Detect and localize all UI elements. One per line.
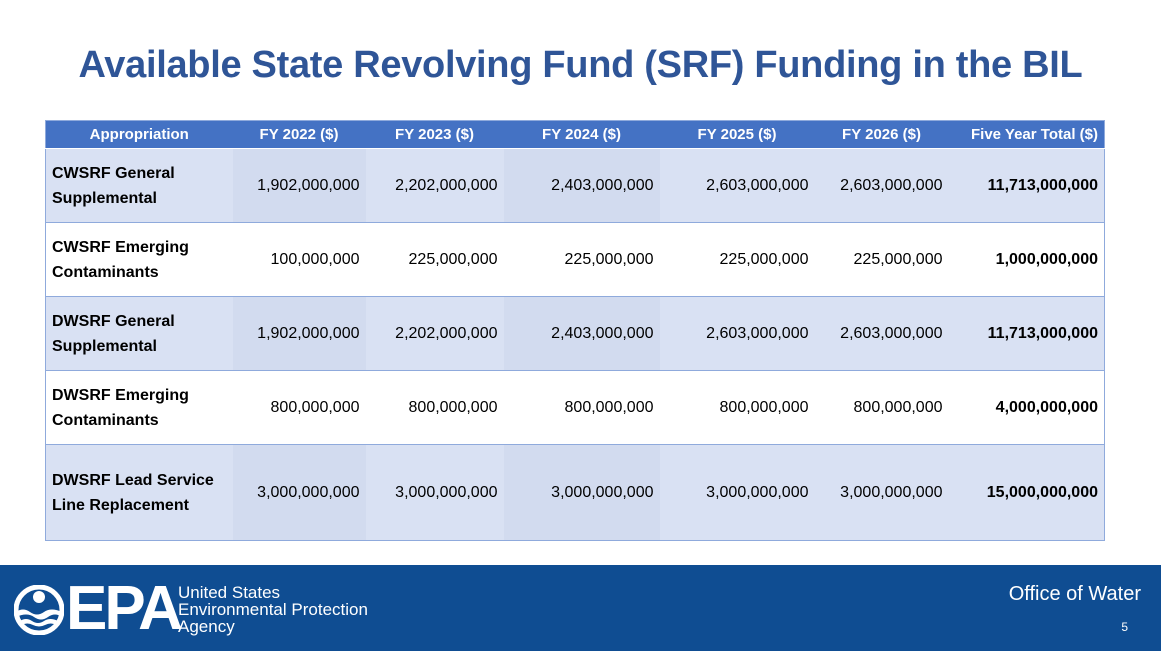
row-label-line: Supplemental <box>52 337 157 355</box>
row-label-line: Contaminants <box>52 263 159 281</box>
cell-fy2025: 225,000,000 <box>659 222 815 297</box>
row-label-line: Line Replacement <box>52 496 189 514</box>
header-fy2024: FY 2024 ($) <box>503 120 660 149</box>
row-label: CWSRF General Supplemental <box>45 148 233 223</box>
row-label-line: DWSRF General <box>52 312 175 330</box>
cell-fy2026: 225,000,000 <box>814 222 949 297</box>
cell-total: 1,000,000,000 <box>948 222 1105 297</box>
cell-fy2022: 800,000,000 <box>232 370 366 445</box>
agency-line: United States <box>178 583 281 602</box>
row-label-line: Supplemental <box>52 189 157 207</box>
cell-fy2023: 225,000,000 <box>365 222 504 297</box>
cell-fy2024: 3,000,000,000 <box>503 444 660 541</box>
row-label: CWSRF Emerging Contaminants <box>45 222 233 297</box>
cell-total: 15,000,000,000 <box>948 444 1105 541</box>
epa-seal-icon <box>14 585 64 635</box>
cell-fy2024: 2,403,000,000 <box>503 148 660 223</box>
cell-fy2026: 800,000,000 <box>814 370 949 445</box>
header-fy2022: FY 2022 ($) <box>232 120 366 149</box>
row-label-line: Contaminants <box>52 411 159 429</box>
agency-name: United States Environmental Protection A… <box>178 584 368 635</box>
row-label: DWSRF Emerging Contaminants <box>45 370 233 445</box>
page-title: Available State Revolving Fund (SRF) Fun… <box>78 44 1083 86</box>
table-row: CWSRF General Supplemental 1,902,000,000 … <box>45 148 1105 223</box>
cell-total: 4,000,000,000 <box>948 370 1105 445</box>
table-row: DWSRF Emerging Contaminants 800,000,000 8… <box>45 370 1105 445</box>
cell-fy2023: 3,000,000,000 <box>365 444 504 541</box>
table-header-row: Appropriation FY 2022 ($) FY 2023 ($) FY… <box>45 120 1105 149</box>
cell-fy2024: 800,000,000 <box>503 370 660 445</box>
agency-line: Environmental Protection <box>178 600 368 619</box>
cell-fy2026: 3,000,000,000 <box>814 444 949 541</box>
header-five-year-total: Five Year Total ($) <box>948 120 1105 149</box>
epa-logo-text: EPA <box>66 574 183 643</box>
cell-fy2026: 2,603,000,000 <box>814 148 949 223</box>
cell-fy2025: 3,000,000,000 <box>659 444 815 541</box>
cell-fy2023: 2,202,000,000 <box>365 296 504 371</box>
cell-fy2023: 800,000,000 <box>365 370 504 445</box>
row-label-line: CWSRF General <box>52 164 175 182</box>
cell-fy2022: 3,000,000,000 <box>232 444 366 541</box>
cell-fy2024: 225,000,000 <box>503 222 660 297</box>
header-appropriation: Appropriation <box>45 120 233 149</box>
cell-total: 11,713,000,000 <box>948 148 1105 223</box>
header-fy2023: FY 2023 ($) <box>365 120 504 149</box>
cell-fy2022: 100,000,000 <box>232 222 366 297</box>
header-fy2026: FY 2026 ($) <box>814 120 949 149</box>
footer-bar: EPA United States Environmental Protecti… <box>0 565 1161 651</box>
row-label: DWSRF Lead Service Line Replacement <box>45 444 233 541</box>
cell-fy2025: 2,603,000,000 <box>659 296 815 371</box>
cell-fy2024: 2,403,000,000 <box>503 296 660 371</box>
page-number: 5 <box>1121 620 1128 634</box>
row-label-line: DWSRF Emerging <box>52 386 189 404</box>
table-row: DWSRF General Supplemental 1,902,000,000 … <box>45 296 1105 371</box>
cell-fy2023: 2,202,000,000 <box>365 148 504 223</box>
cell-fy2022: 1,902,000,000 <box>232 296 366 371</box>
row-label: DWSRF General Supplemental <box>45 296 233 371</box>
header-fy2025: FY 2025 ($) <box>659 120 815 149</box>
cell-fy2025: 2,603,000,000 <box>659 148 815 223</box>
cell-total: 11,713,000,000 <box>948 296 1105 371</box>
funding-table: Appropriation FY 2022 ($) FY 2023 ($) FY… <box>45 120 1105 541</box>
cell-fy2026: 2,603,000,000 <box>814 296 949 371</box>
row-label-line: CWSRF Emerging <box>52 238 189 256</box>
cell-fy2022: 1,902,000,000 <box>232 148 366 223</box>
row-label-line: DWSRF Lead Service <box>52 471 214 489</box>
table-row: DWSRF Lead Service Line Replacement 3,000… <box>45 444 1105 541</box>
office-name: Office of Water <box>1008 583 1141 605</box>
cell-fy2025: 800,000,000 <box>659 370 815 445</box>
table-row: CWSRF Emerging Contaminants 100,000,000 2… <box>45 222 1105 297</box>
agency-line: Agency <box>178 617 235 636</box>
